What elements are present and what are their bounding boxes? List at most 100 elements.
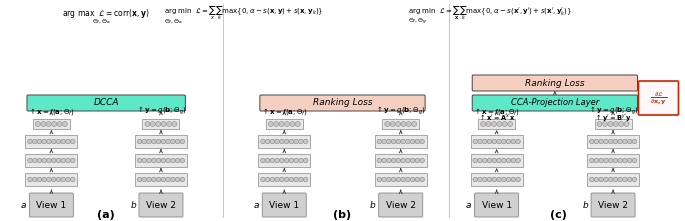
Circle shape (623, 158, 627, 163)
FancyBboxPatch shape (260, 95, 425, 111)
Circle shape (501, 158, 506, 163)
Text: $\Theta_f, \Theta_g$: $\Theta_f, \Theta_g$ (408, 17, 427, 27)
Circle shape (142, 158, 147, 163)
Circle shape (166, 139, 171, 144)
Circle shape (155, 122, 161, 126)
Circle shape (497, 177, 501, 182)
Circle shape (415, 158, 420, 163)
Circle shape (396, 158, 401, 163)
Circle shape (477, 139, 482, 144)
Text: a: a (253, 200, 260, 210)
Bar (471, 173, 523, 186)
Circle shape (270, 158, 275, 163)
Circle shape (51, 122, 57, 126)
Circle shape (395, 122, 401, 126)
Bar (375, 135, 427, 148)
Circle shape (56, 177, 61, 182)
Circle shape (599, 158, 603, 163)
Circle shape (401, 177, 406, 182)
Bar (587, 154, 639, 167)
Circle shape (627, 177, 632, 182)
Circle shape (56, 158, 61, 163)
Circle shape (613, 139, 618, 144)
Text: a: a (466, 200, 472, 210)
Circle shape (36, 122, 40, 126)
Circle shape (613, 122, 619, 126)
Circle shape (613, 158, 618, 163)
Circle shape (260, 139, 265, 144)
Circle shape (511, 177, 516, 182)
Circle shape (172, 122, 177, 126)
Circle shape (410, 158, 415, 163)
Bar (25, 173, 77, 186)
Circle shape (632, 139, 637, 144)
Circle shape (289, 158, 294, 163)
Text: View 2: View 2 (598, 200, 628, 210)
Circle shape (406, 177, 410, 182)
Circle shape (473, 139, 477, 144)
Circle shape (265, 139, 270, 144)
Circle shape (57, 122, 62, 126)
Circle shape (608, 122, 613, 126)
Circle shape (290, 122, 295, 126)
Circle shape (46, 122, 51, 126)
Text: $\uparrow \mathbf{y} = g(\mathbf{b}; \Theta_g)$: $\uparrow \mathbf{y} = g(\mathbf{b}; \Th… (136, 105, 186, 117)
Circle shape (62, 122, 67, 126)
Circle shape (618, 177, 623, 182)
Circle shape (269, 122, 273, 126)
Bar (266, 119, 303, 129)
Circle shape (175, 177, 180, 182)
Circle shape (627, 139, 632, 144)
Circle shape (303, 139, 308, 144)
Circle shape (594, 158, 599, 163)
Circle shape (603, 177, 608, 182)
Circle shape (284, 122, 290, 126)
Bar (587, 135, 639, 148)
Circle shape (473, 158, 477, 163)
Circle shape (473, 177, 477, 182)
Circle shape (151, 158, 156, 163)
Circle shape (137, 158, 142, 163)
Circle shape (396, 177, 401, 182)
Circle shape (299, 177, 303, 182)
Circle shape (51, 158, 56, 163)
Circle shape (603, 139, 608, 144)
Circle shape (391, 177, 396, 182)
Circle shape (27, 158, 32, 163)
Circle shape (151, 177, 156, 182)
Circle shape (180, 139, 185, 144)
Circle shape (401, 122, 406, 126)
Circle shape (66, 158, 71, 163)
Circle shape (603, 122, 608, 126)
Text: $\uparrow \mathbf{y} = g(\mathbf{b}; \Theta_g)$: $\uparrow \mathbf{y} = g(\mathbf{b}; \Th… (588, 105, 638, 117)
Circle shape (415, 177, 420, 182)
Circle shape (391, 158, 396, 163)
Circle shape (171, 139, 175, 144)
Circle shape (386, 139, 391, 144)
FancyBboxPatch shape (472, 75, 638, 91)
Circle shape (51, 139, 56, 144)
Bar (595, 119, 632, 129)
Circle shape (279, 139, 284, 144)
Circle shape (481, 122, 486, 126)
Text: b: b (582, 200, 588, 210)
Circle shape (145, 122, 150, 126)
Circle shape (624, 122, 629, 126)
Circle shape (166, 158, 171, 163)
Bar (135, 173, 187, 186)
Text: $\uparrow \mathbf{x} = f(\mathbf{a}; \Theta_f)$: $\uparrow \mathbf{x} = f(\mathbf{a}; \Th… (28, 106, 75, 117)
Circle shape (260, 177, 265, 182)
Circle shape (171, 177, 175, 182)
Bar (375, 154, 427, 167)
Circle shape (161, 122, 166, 126)
Circle shape (382, 139, 386, 144)
FancyBboxPatch shape (638, 81, 678, 115)
Text: $\Theta_f, \Theta_a$: $\Theta_f, \Theta_a$ (92, 18, 111, 26)
Circle shape (597, 122, 602, 126)
Circle shape (27, 139, 32, 144)
Circle shape (41, 122, 46, 126)
Circle shape (32, 139, 37, 144)
Circle shape (506, 158, 511, 163)
Circle shape (486, 122, 491, 126)
Circle shape (260, 158, 265, 163)
